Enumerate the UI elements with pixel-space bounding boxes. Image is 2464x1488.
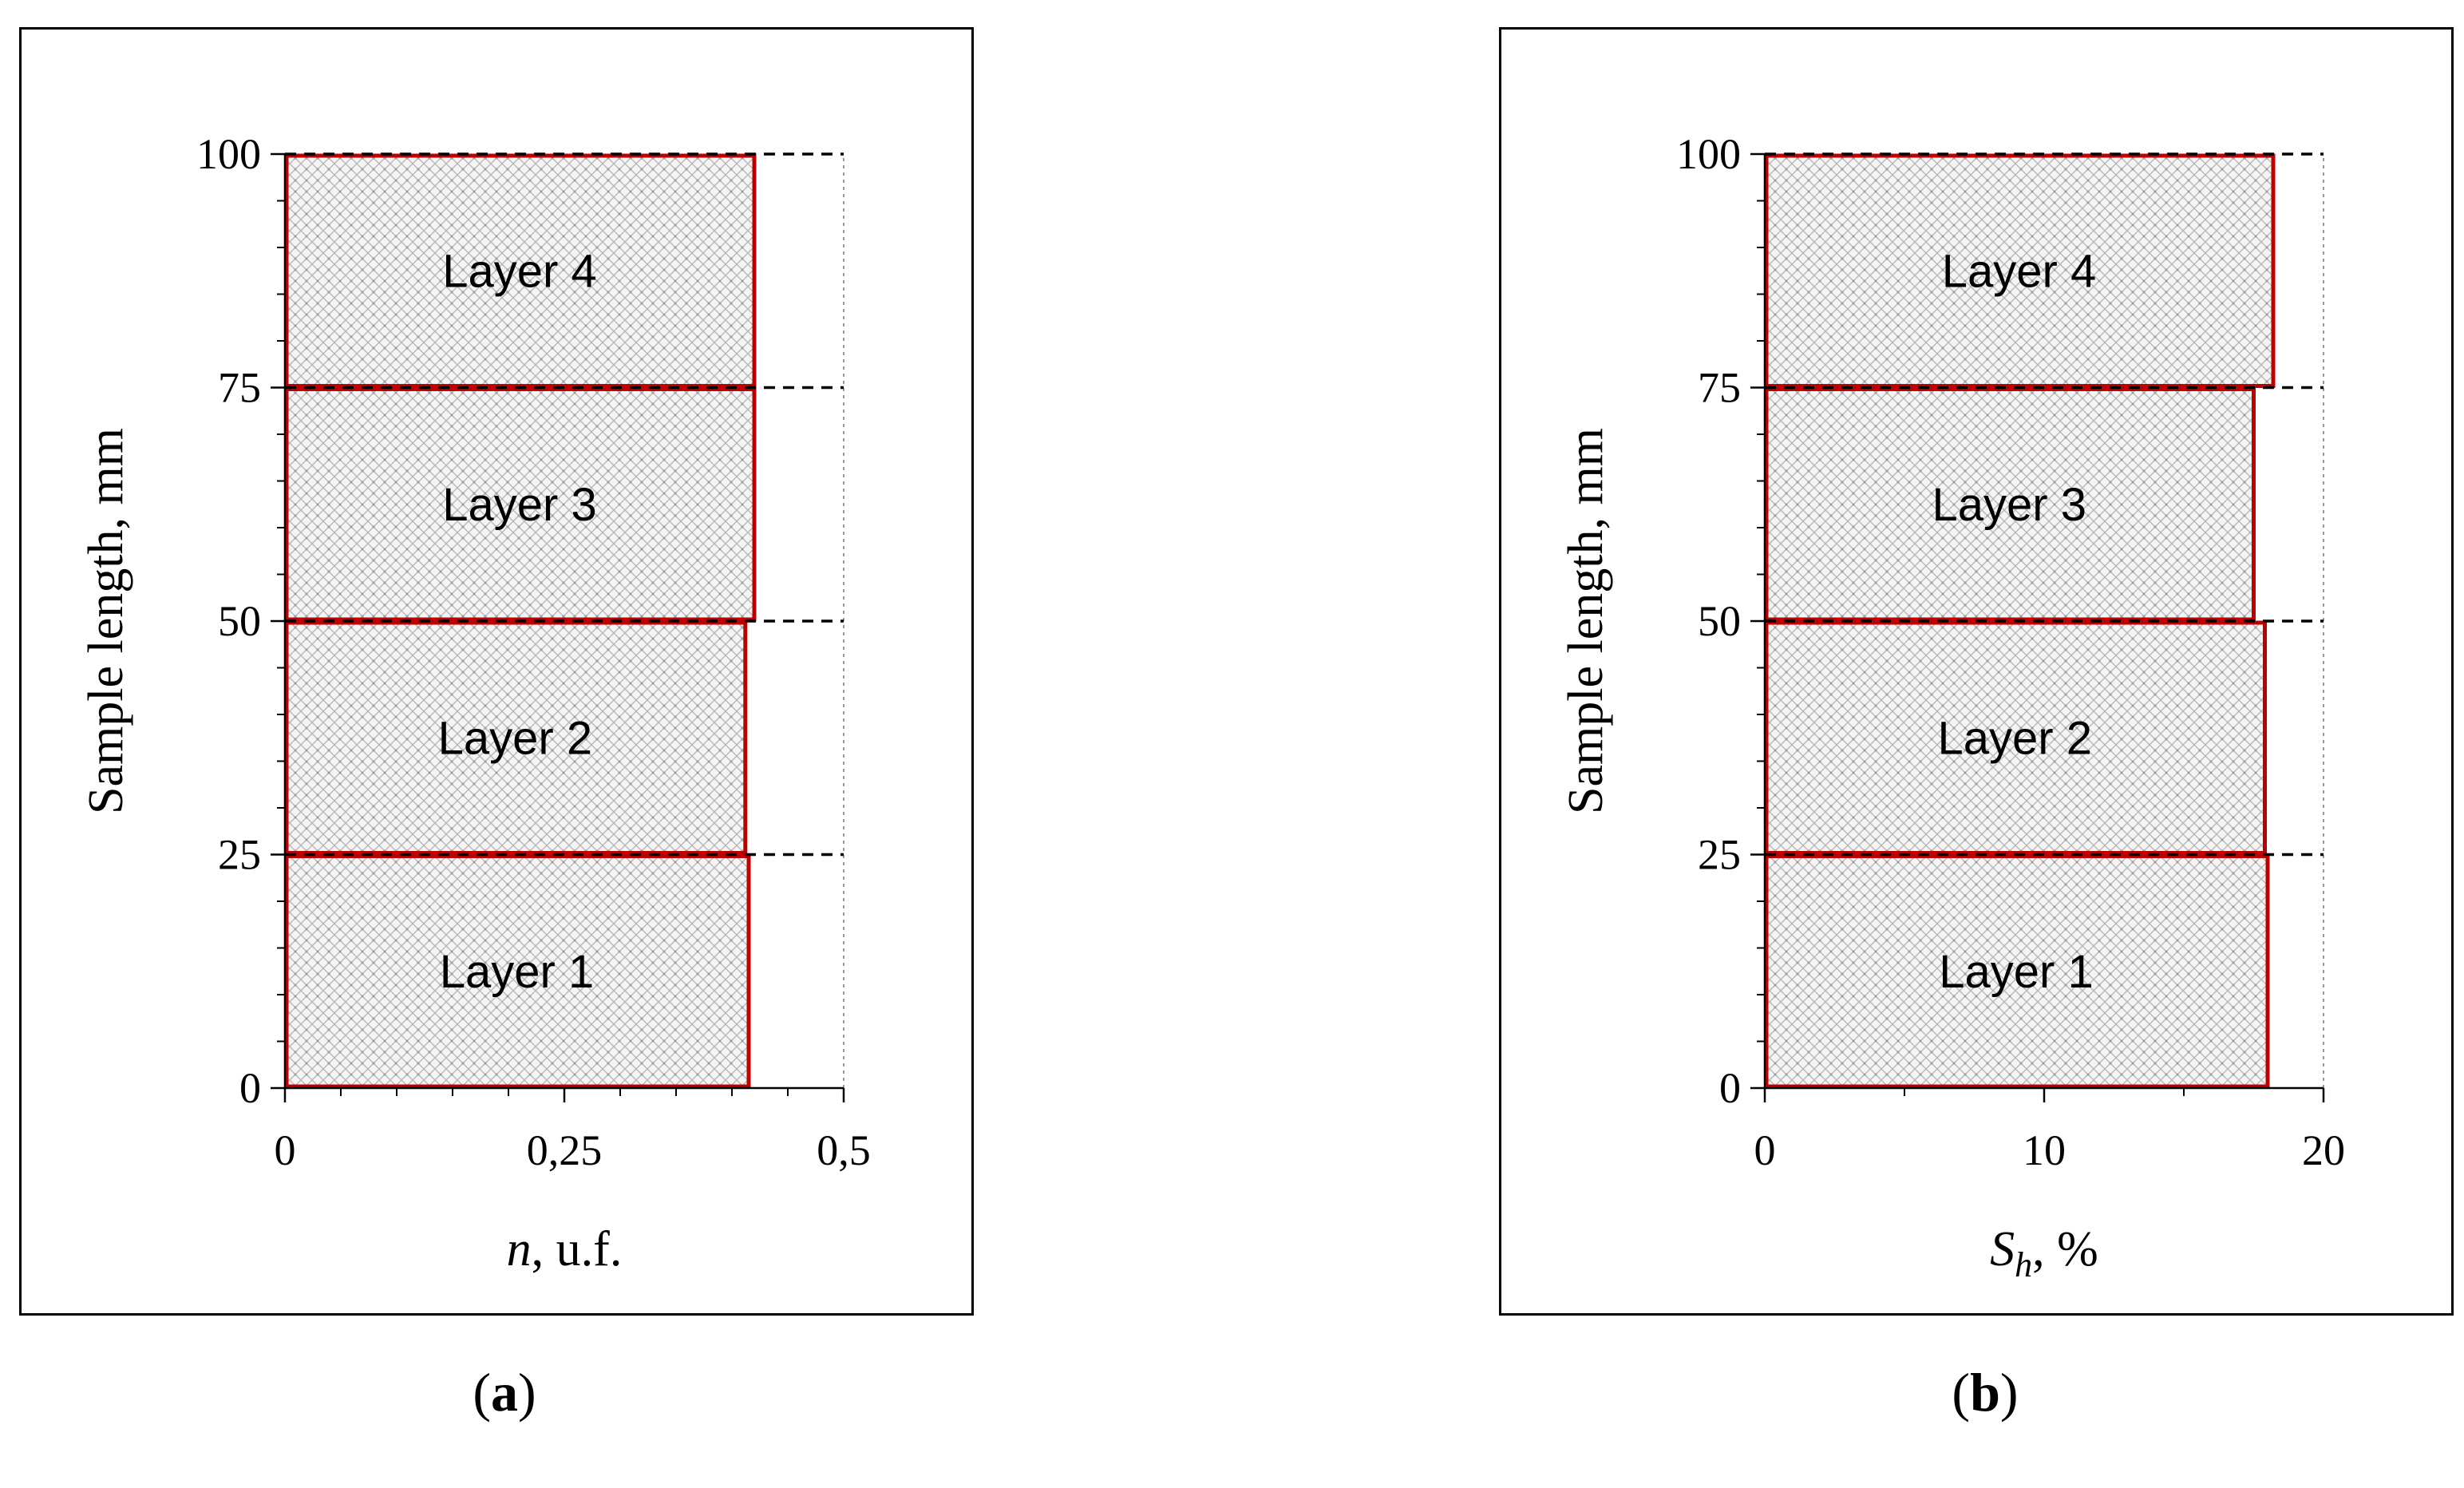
y-tick-label: 50 [1698, 597, 1741, 645]
bar-label-1: Layer 1 [440, 946, 594, 998]
chart-panel-a: 0 25 50 75 100 0 0,25 0,5 Layer 1 Layer 2 Layer 3 L… [19, 27, 974, 1316]
x-axis-label-subscript: h [2015, 1245, 2032, 1284]
bar-label-3: Layer 3 [1932, 479, 2086, 531]
caption-a: (a) [473, 1362, 536, 1423]
x-axis-label-unit: , u.f. [532, 1222, 623, 1276]
y-tick-label: 75 [218, 364, 261, 412]
bar-2 [1764, 620, 2267, 855]
chart-svg-a: 0 25 50 75 100 0 0,25 0,5 Layer 1 Layer 2 Layer 3 L… [79, 130, 871, 1276]
x-axis-label: Sh, % [1990, 1222, 2098, 1284]
bar-label-4: Layer 4 [442, 245, 596, 297]
bar-1 [284, 854, 751, 1089]
x-tick-label: 0 [275, 1126, 296, 1174]
y-tick-label: 50 [218, 597, 261, 645]
bar-label-1: Layer 1 [1939, 946, 2093, 998]
bar-label-4: Layer 4 [1942, 245, 2096, 297]
x-axis-label: n, u.f. [507, 1222, 623, 1276]
x-axis-label-symbol: S [1990, 1222, 2015, 1276]
x-tick-label: 20 [2302, 1126, 2345, 1174]
caption-a-letter: a [491, 1362, 518, 1423]
y-tick-label: 100 [1676, 130, 1741, 178]
bar-label-2: Layer 2 [1938, 712, 2092, 764]
y-tick-label: 0 [1719, 1064, 1741, 1112]
y-tick-label: 75 [1698, 364, 1741, 412]
x-tick-label: 0,5 [817, 1126, 871, 1174]
bar-3 [284, 387, 757, 622]
bar-1 [1764, 854, 2270, 1089]
caption-b: (b) [1952, 1362, 2019, 1423]
bar-4 [284, 153, 757, 388]
y-axis-label: Sample length, mm [1559, 428, 1613, 814]
x-tick-label: 10 [2023, 1126, 2066, 1174]
y-tick-label: 25 [218, 831, 261, 879]
caption-b-letter: b [1970, 1362, 2000, 1423]
chart-svg-b: 0 25 50 75 100 0 10 20 Layer 1 Layer 2 Layer 3 Laye… [1559, 130, 2345, 1284]
bar-label-2: Layer 2 [438, 712, 592, 764]
y-tick-label: 100 [196, 130, 261, 178]
x-axis-label-symbol: n [507, 1222, 532, 1276]
x-tick-label: 0 [1754, 1126, 1776, 1174]
bar-2 [284, 620, 748, 855]
y-tick-label: 0 [239, 1064, 261, 1112]
x-axis-label-unit: , % [2032, 1222, 2098, 1276]
chart-panel-b: 0 25 50 75 100 0 10 20 Layer 1 Layer 2 Layer 3 Laye… [1499, 27, 2454, 1316]
bar-3 [1764, 387, 2256, 622]
x-tick-label: 0,25 [527, 1126, 603, 1174]
bar-4 [1764, 153, 2276, 388]
bar-label-3: Layer 3 [442, 479, 596, 531]
y-tick-label: 25 [1698, 831, 1741, 879]
y-axis-label: Sample length, mm [79, 428, 133, 814]
